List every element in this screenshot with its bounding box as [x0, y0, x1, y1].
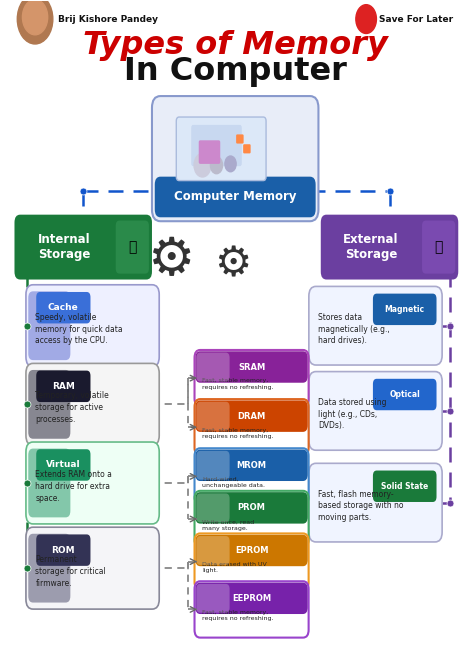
Text: Write once, read
many storage.: Write once, read many storage. [202, 519, 255, 530]
FancyBboxPatch shape [194, 581, 309, 638]
Text: Hard-wired,
unchangeable data.: Hard-wired, unchangeable data. [202, 477, 265, 488]
Text: Brij Kishore Pandey: Brij Kishore Pandey [57, 14, 157, 24]
Text: Data erased with UV
light.: Data erased with UV light. [202, 562, 267, 573]
Text: Fast, stable memory,
requires no refreshing.: Fast, stable memory, requires no refresh… [202, 610, 274, 621]
Text: External
Storage: External Storage [343, 233, 399, 261]
FancyBboxPatch shape [15, 215, 152, 280]
FancyBboxPatch shape [195, 492, 308, 524]
Text: 💾: 💾 [128, 240, 137, 254]
FancyBboxPatch shape [321, 215, 458, 280]
Text: Speedy, volatile
memory for quick data
access by the CPU.: Speedy, volatile memory for quick data a… [35, 313, 123, 345]
Text: Temporary, volatile
storage for active
processes.: Temporary, volatile storage for active p… [35, 392, 109, 424]
Text: PROM: PROM [237, 503, 265, 513]
Text: DRAM: DRAM [237, 412, 266, 420]
Text: Types of Memory: Types of Memory [83, 30, 388, 61]
FancyBboxPatch shape [195, 582, 308, 614]
FancyBboxPatch shape [152, 96, 319, 221]
FancyBboxPatch shape [196, 402, 229, 430]
Circle shape [356, 5, 376, 34]
Text: Fast, stable memory,
requires no refreshing.: Fast, stable memory, requires no refresh… [202, 378, 274, 390]
FancyBboxPatch shape [28, 449, 70, 517]
Circle shape [194, 153, 211, 177]
FancyBboxPatch shape [36, 449, 91, 481]
FancyBboxPatch shape [309, 463, 442, 542]
Text: Internal
Storage: Internal Storage [38, 233, 91, 261]
Circle shape [225, 156, 236, 172]
Text: RAM: RAM [52, 382, 75, 391]
Text: Save For Later: Save For Later [379, 14, 453, 24]
FancyBboxPatch shape [196, 494, 229, 522]
FancyBboxPatch shape [373, 293, 437, 325]
FancyBboxPatch shape [194, 491, 309, 547]
FancyBboxPatch shape [36, 292, 91, 324]
Text: Extends RAM onto a
hard drive for extra
space.: Extends RAM onto a hard drive for extra … [35, 470, 112, 503]
Text: Fast, stable memory,
requires no refreshing.: Fast, stable memory, requires no refresh… [202, 428, 274, 439]
Text: ⚙: ⚙ [214, 243, 252, 286]
FancyBboxPatch shape [199, 140, 220, 164]
FancyBboxPatch shape [194, 399, 309, 455]
FancyBboxPatch shape [195, 449, 308, 481]
FancyBboxPatch shape [28, 370, 70, 439]
FancyBboxPatch shape [243, 144, 251, 153]
Circle shape [210, 157, 223, 174]
Text: 🔋: 🔋 [435, 240, 443, 254]
FancyBboxPatch shape [28, 291, 70, 360]
Text: Solid State: Solid State [381, 482, 428, 491]
Text: ⚙: ⚙ [148, 234, 196, 286]
FancyBboxPatch shape [26, 442, 159, 524]
FancyBboxPatch shape [194, 448, 309, 505]
Text: Optical: Optical [389, 390, 420, 399]
FancyBboxPatch shape [116, 220, 149, 274]
FancyBboxPatch shape [26, 363, 159, 445]
FancyBboxPatch shape [36, 534, 91, 566]
FancyBboxPatch shape [194, 534, 309, 590]
Text: MROM: MROM [237, 461, 266, 470]
Text: Cache: Cache [48, 303, 79, 312]
Text: Fast, flash memory-
based storage with no
moving parts.: Fast, flash memory- based storage with n… [318, 490, 404, 522]
FancyBboxPatch shape [422, 220, 455, 274]
FancyBboxPatch shape [176, 117, 266, 180]
FancyBboxPatch shape [155, 176, 316, 217]
FancyBboxPatch shape [236, 134, 244, 143]
FancyBboxPatch shape [373, 379, 437, 410]
FancyBboxPatch shape [26, 527, 159, 609]
Text: In Computer: In Computer [124, 56, 346, 87]
FancyBboxPatch shape [195, 351, 308, 383]
FancyBboxPatch shape [309, 372, 442, 450]
Text: SRAM: SRAM [238, 363, 265, 372]
FancyBboxPatch shape [309, 286, 442, 365]
Text: Permanent
storage for critical
firmware.: Permanent storage for critical firmware. [35, 555, 106, 588]
Circle shape [17, 0, 53, 44]
FancyBboxPatch shape [373, 470, 437, 502]
FancyBboxPatch shape [196, 584, 229, 613]
FancyBboxPatch shape [26, 285, 159, 367]
Text: EPROM: EPROM [235, 546, 268, 555]
FancyBboxPatch shape [191, 125, 242, 166]
Text: ROM: ROM [52, 545, 75, 555]
FancyBboxPatch shape [196, 353, 229, 382]
Text: Computer Memory: Computer Memory [174, 190, 296, 203]
Text: Stores data
magnetically (e.g.,
hard drives).: Stores data magnetically (e.g., hard dri… [318, 313, 390, 345]
FancyBboxPatch shape [196, 536, 229, 565]
Text: EEPROM: EEPROM [232, 594, 271, 603]
Text: Data stored using
light (e.g., CDs,
DVDs).: Data stored using light (e.g., CDs, DVDs… [318, 398, 387, 430]
Text: Magnetic: Magnetic [385, 305, 425, 314]
Text: Virtual: Virtual [46, 461, 81, 469]
Circle shape [22, 0, 48, 35]
FancyBboxPatch shape [194, 350, 309, 407]
FancyBboxPatch shape [195, 535, 308, 566]
FancyBboxPatch shape [195, 401, 308, 432]
FancyBboxPatch shape [36, 370, 91, 402]
FancyBboxPatch shape [28, 534, 70, 603]
FancyBboxPatch shape [196, 451, 229, 480]
